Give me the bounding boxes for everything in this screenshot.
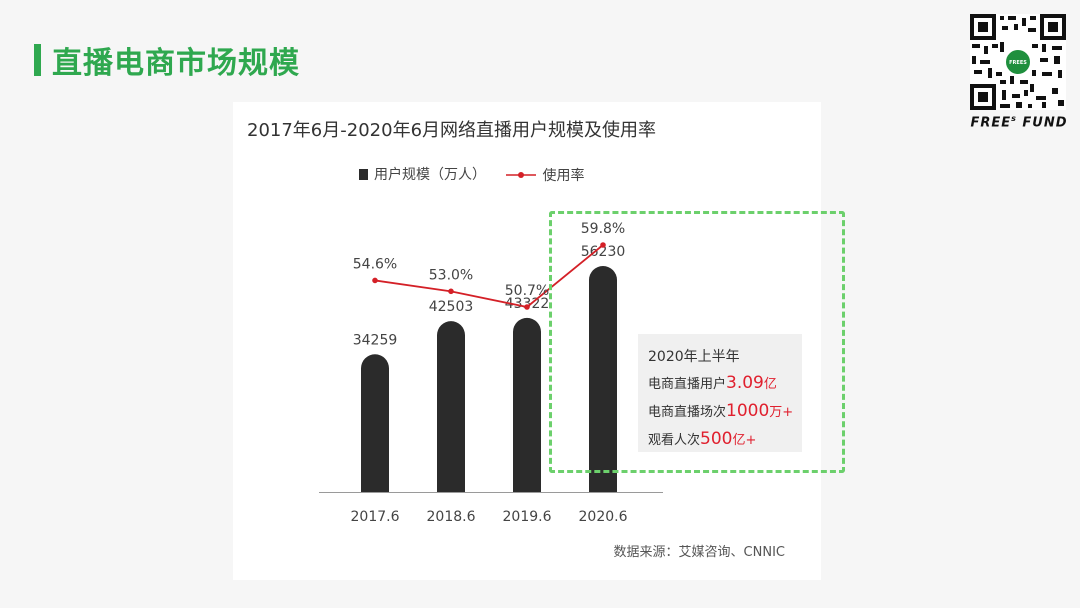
chart-card: 2017年6月-2020年6月网络直播用户规模及使用率 用户规模（万人） 使用率… bbox=[233, 102, 821, 580]
x-tick-label: 2020.6 bbox=[579, 509, 628, 525]
qr-code: FREES bbox=[970, 14, 1066, 110]
qr-center-text: FREES bbox=[1009, 60, 1027, 66]
info-box-heading: 2020年上半年 bbox=[648, 349, 740, 365]
data-source: 数据来源：艾媒咨询、CNNIC bbox=[613, 545, 785, 560]
usage-rate-label: 50.7% bbox=[505, 283, 549, 299]
usage-rate-point bbox=[448, 288, 454, 295]
legend-item-rate: 使用率 bbox=[506, 165, 584, 185]
x-tick-label: 2017.6 bbox=[351, 509, 400, 525]
x-tick-label: 2019.6 bbox=[503, 509, 552, 525]
bar-2018.6 bbox=[437, 321, 465, 492]
bar-value-label: 56230 bbox=[581, 244, 626, 260]
highlight-frame bbox=[549, 211, 845, 473]
usage-rate-label: 53.0% bbox=[429, 267, 473, 283]
page-title: 直播电商市场规模 bbox=[52, 46, 300, 81]
info-line-users: 电商直播用户3.09亿 bbox=[648, 373, 777, 393]
usage-rate-point bbox=[524, 304, 530, 310]
info-line-sessions: 电商直播场次1000万+ bbox=[648, 401, 794, 421]
chart-title: 2017年6月-2020年6月网络直播用户规模及使用率 bbox=[247, 120, 657, 141]
usage-rate-line bbox=[374, 244, 604, 308]
title-accent-bar bbox=[34, 44, 41, 76]
chart-plot: 34259 2017.6 42503 2018.6 43322 2019.6 56230 20… bbox=[319, 221, 663, 525]
chart-legend: 用户规模（万人） 使用率 bbox=[359, 164, 600, 185]
bar-2019.6 bbox=[513, 317, 541, 492]
usage-rate-point bbox=[600, 242, 606, 248]
bar-2020.6 bbox=[589, 266, 617, 492]
bar-value-label: 43322 bbox=[505, 296, 550, 312]
usage-rate-point bbox=[372, 277, 378, 284]
usage-rate-label: 59.8% bbox=[581, 221, 625, 237]
info-box: 2020年上半年 电商直播用户3.09亿 电商直播场次1000万+ 观看人次50… bbox=[638, 334, 802, 452]
info-line-views: 观看人次500亿+ bbox=[648, 429, 757, 449]
bar-2017.6 bbox=[361, 354, 389, 492]
x-tick-label: 2018.6 bbox=[427, 509, 476, 525]
usage-rate-label: 54.6% bbox=[353, 256, 397, 272]
legend-line-swatch bbox=[506, 171, 537, 178]
bar-value-label: 42503 bbox=[429, 299, 474, 315]
legend-bar-swatch bbox=[359, 168, 368, 180]
legend-item-users: 用户规模（万人） bbox=[359, 164, 486, 184]
brand-logo-text: FREEs FUND bbox=[970, 114, 1068, 131]
bar-value-label: 34259 bbox=[353, 332, 398, 348]
